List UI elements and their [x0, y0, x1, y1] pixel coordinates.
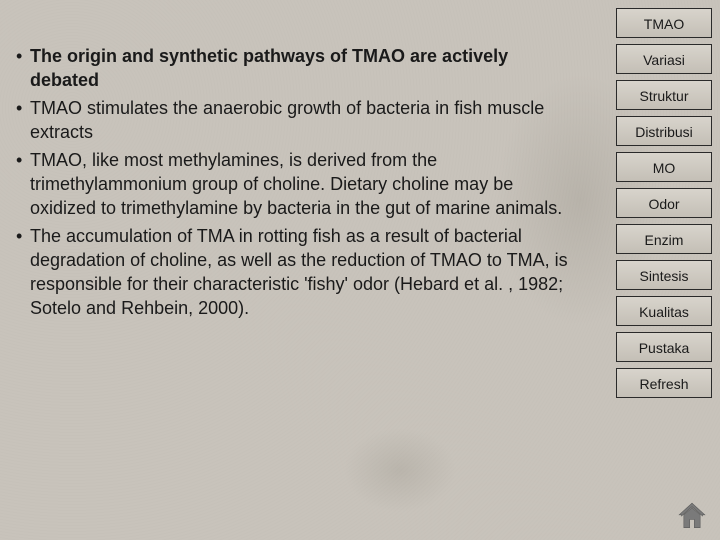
nav-odor[interactable]: Odor: [616, 188, 712, 218]
bullet-item: • TMAO, like most methylamines, is deriv…: [16, 148, 576, 220]
bullet-text: TMAO, like most methylamines, is derived…: [30, 148, 576, 220]
main-content: • The origin and synthetic pathways of T…: [16, 44, 576, 324]
nav-sintesis[interactable]: Sintesis: [616, 260, 712, 290]
bullet-marker: •: [16, 96, 30, 144]
nav-variasi[interactable]: Variasi: [616, 44, 712, 74]
bullet-rest: TMAO stimulates the anaerobic growth of …: [30, 98, 544, 142]
nav-enzim[interactable]: Enzim: [616, 224, 712, 254]
bullet-text: TMAO stimulates the anaerobic growth of …: [30, 96, 576, 144]
nav-struktur[interactable]: Struktur: [616, 80, 712, 110]
bullet-text: The accumulation of TMA in rotting fish …: [30, 224, 576, 320]
bullet-marker: •: [16, 148, 30, 220]
nav-distribusi[interactable]: Distribusi: [616, 116, 712, 146]
nav-refresh[interactable]: Refresh: [616, 368, 712, 398]
nav-pustaka[interactable]: Pustaka: [616, 332, 712, 362]
sidebar-nav: TMAO Variasi Struktur Distribusi MO Odor…: [616, 8, 712, 398]
bullet-rest: The accumulation of TMA in rotting fish …: [30, 226, 568, 318]
home-icon[interactable]: [678, 502, 706, 530]
bullet-item: • The accumulation of TMA in rotting fis…: [16, 224, 576, 320]
nav-mo[interactable]: MO: [616, 152, 712, 182]
nav-tmao[interactable]: TMAO: [616, 8, 712, 38]
bullet-item: • The origin and synthetic pathways of T…: [16, 44, 576, 92]
nav-kualitas[interactable]: Kualitas: [616, 296, 712, 326]
bullet-text: The origin and synthetic pathways of TMA…: [30, 44, 576, 92]
bullet-rest: TMAO, like most methylamines, is derived…: [30, 150, 562, 218]
bullet-lead: The origin and synthetic pathways of TMA…: [30, 46, 508, 90]
bullet-item: • TMAO stimulates the anaerobic growth o…: [16, 96, 576, 144]
bullet-marker: •: [16, 224, 30, 320]
bullet-marker: •: [16, 44, 30, 92]
